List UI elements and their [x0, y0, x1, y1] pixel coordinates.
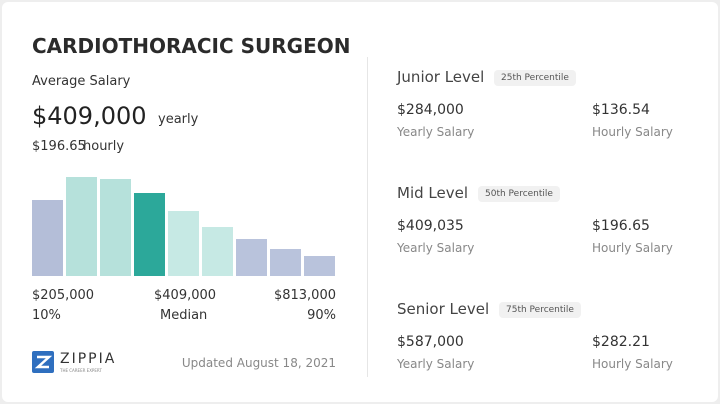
- level-hourly-label: Hourly Salary: [592, 357, 673, 371]
- bar: [100, 179, 131, 276]
- level-hourly-label: Hourly Salary: [592, 125, 673, 139]
- updated: Updated August 18, 2021: [181, 356, 336, 370]
- range-low-label: 10%: [32, 308, 61, 323]
- bar: [304, 256, 335, 276]
- bar: [236, 239, 267, 276]
- range-high-label: 90%: [307, 308, 336, 323]
- tagline: THE CAREER EXPERT: [60, 368, 102, 373]
- hourly-salary: $196.65: [32, 139, 86, 154]
- bar: [134, 193, 165, 276]
- histogram: [32, 177, 335, 276]
- level-name: Senior Level: [397, 300, 490, 318]
- bar: [66, 177, 97, 276]
- brand: ZIPPIA: [60, 351, 117, 367]
- range-mid-label: Median: [160, 308, 208, 323]
- level-yearly: $409,035: [397, 218, 464, 234]
- hourly-unit: hourly: [83, 139, 125, 154]
- level-yearly: $284,000: [397, 102, 464, 118]
- level-hourly: $282.21: [592, 334, 650, 350]
- title: CARDIOTHORACIC SURGEON: [32, 34, 351, 58]
- range-high: $813,000: [273, 288, 336, 303]
- level-hourly: $196.65: [592, 218, 650, 234]
- range-low: $205,000: [32, 288, 95, 303]
- yearly-unit: yearly: [158, 112, 199, 127]
- level-yearly-label: Yearly Salary: [397, 357, 475, 371]
- percentile-pill: 75th Percentile: [499, 302, 581, 318]
- level-yearly-label: Yearly Salary: [397, 241, 475, 255]
- level-name: Junior Level: [397, 68, 485, 86]
- level-yearly-label: Yearly Salary: [397, 125, 475, 139]
- average-label: Average Salary: [32, 74, 131, 89]
- divider: [367, 57, 368, 377]
- bar: [202, 227, 233, 276]
- level-name: Mid Level: [397, 184, 468, 202]
- range-mid: $409,000: [154, 288, 217, 303]
- bar: [168, 211, 199, 276]
- bar: [32, 200, 63, 276]
- logo-icon: [32, 351, 54, 373]
- level-hourly-label: Hourly Salary: [592, 241, 673, 255]
- yearly-salary: $409,000: [32, 102, 147, 130]
- bar: [270, 249, 301, 276]
- percentile-pill: 25th Percentile: [494, 70, 576, 86]
- level-yearly: $587,000: [397, 334, 464, 350]
- percentile-pill: 50th Percentile: [478, 186, 560, 202]
- level-hourly: $136.54: [592, 102, 650, 118]
